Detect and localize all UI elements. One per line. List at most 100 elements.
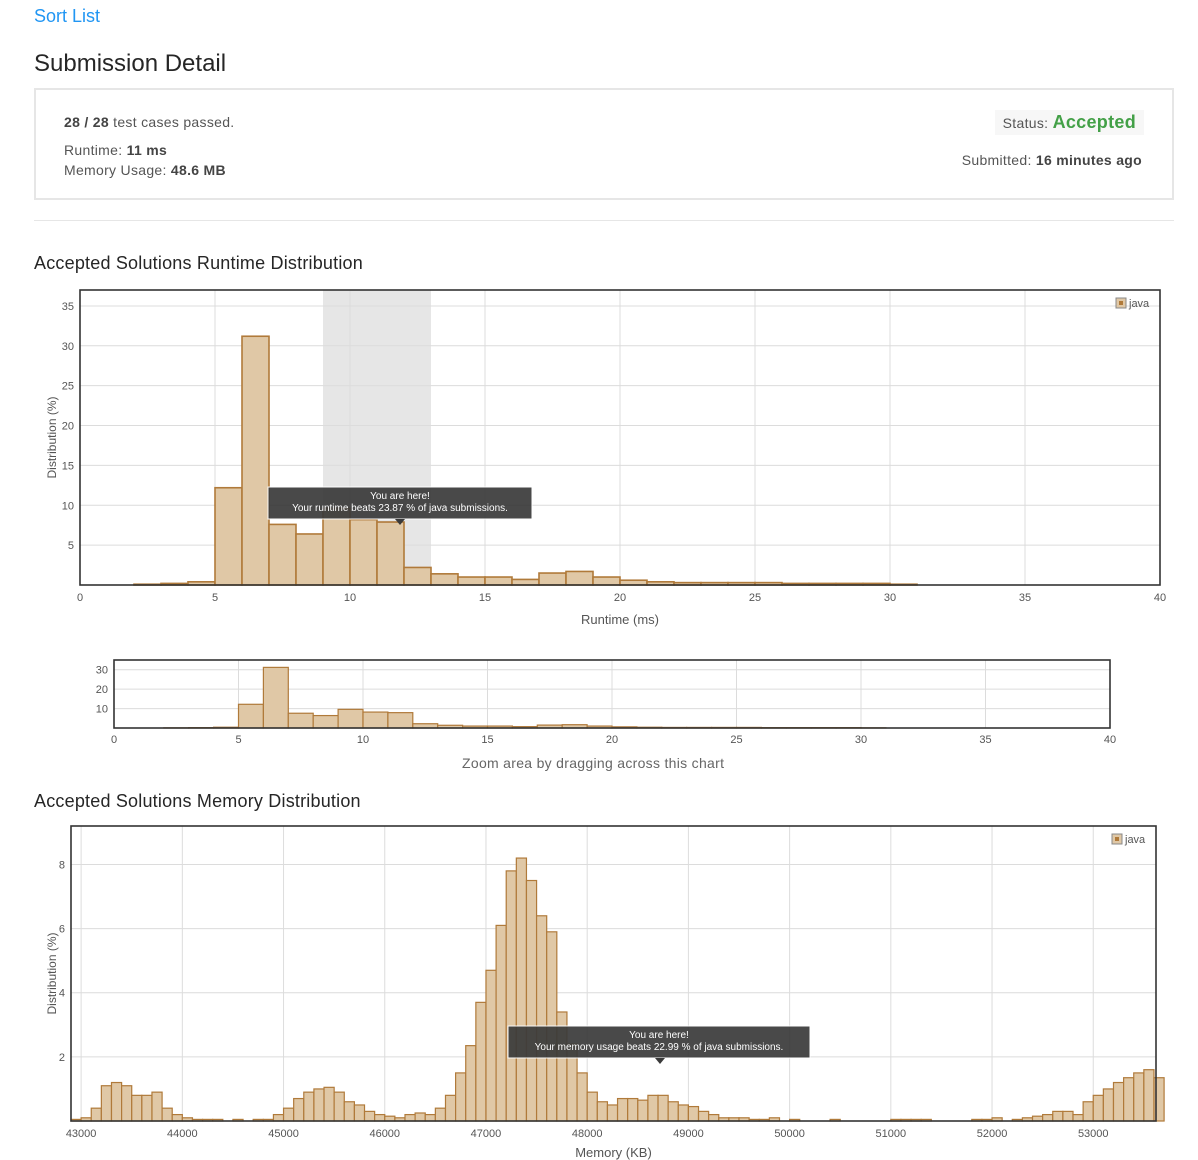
y-tick-label: 35 (62, 301, 74, 313)
histogram-bar[interactable] (312, 714, 339, 729)
histogram-bar[interactable] (637, 1099, 649, 1122)
histogram-bar[interactable] (387, 712, 414, 729)
histogram-bar[interactable] (1042, 1113, 1054, 1122)
histogram-bar[interactable] (237, 703, 264, 729)
histogram-bar[interactable] (485, 969, 497, 1122)
memory-distribution-chart[interactable]: 43000 44000 45000 46000 47000 48000 49000 50000… (0, 818, 1198, 1160)
histogram-bar[interactable] (363, 1110, 376, 1122)
histogram-bar[interactable] (495, 924, 507, 1122)
runtime-zoom-navigator-chart[interactable]: 0 5 10 15 20 25 30 35 40 10 20 30 (0, 650, 1198, 750)
page-title: Submission Detail (34, 50, 227, 77)
histogram-bar[interactable] (465, 1045, 477, 1122)
histogram-bar[interactable] (1052, 1110, 1064, 1122)
histogram-bar[interactable] (1153, 1077, 1165, 1122)
histogram-bar[interactable] (657, 1094, 669, 1122)
histogram-bar[interactable] (1112, 1081, 1125, 1122)
legend-label[interactable]: java (1124, 834, 1146, 846)
histogram-bar[interactable] (1102, 1088, 1115, 1122)
histogram-bar[interactable] (535, 915, 548, 1122)
histogram-bar[interactable] (708, 1113, 720, 1122)
histogram-bar[interactable] (538, 572, 567, 586)
histogram-bar[interactable] (151, 1091, 163, 1122)
histogram-bar[interactable] (100, 1085, 113, 1122)
histogram-bar[interactable] (596, 1101, 609, 1122)
histogram-bar[interactable] (333, 1091, 345, 1122)
histogram-bar[interactable] (1072, 1113, 1084, 1122)
y-tick-label: 6 (59, 924, 65, 936)
histogram-bar[interactable] (434, 1107, 447, 1122)
problem-link[interactable]: Sort List (34, 6, 101, 26)
histogram-bar[interactable] (376, 521, 405, 586)
histogram-bar[interactable] (1082, 1101, 1094, 1122)
status-badge: Accepted (1052, 112, 1136, 132)
histogram-bar[interactable] (322, 507, 351, 586)
histogram-bar[interactable] (121, 1085, 133, 1122)
x-tick-label: 30 (855, 734, 867, 746)
histogram-bar[interactable] (362, 711, 389, 729)
histogram-bar[interactable] (586, 1091, 598, 1122)
legend-label[interactable]: java (1128, 298, 1150, 310)
histogram-bar[interactable] (374, 1113, 386, 1122)
runtime-distribution-chart[interactable]: 0 5 10 15 20 25 30 35 40 5 10 15 20 25 30 35 Runtime (ms… (0, 280, 1198, 640)
histogram-bar[interactable] (565, 570, 594, 586)
histogram-bar[interactable] (272, 1113, 285, 1122)
histogram-bar[interactable] (313, 1088, 325, 1122)
histogram-bar[interactable] (110, 1081, 123, 1122)
histogram-bar[interactable] (592, 576, 621, 586)
histogram-bar[interactable] (1062, 1110, 1074, 1122)
zoom-hint-label: Zoom area by dragging across this chart (462, 755, 725, 771)
histogram-bar[interactable] (282, 1107, 295, 1122)
histogram-bar[interactable] (677, 1104, 689, 1122)
histogram-bar[interactable] (1123, 1077, 1135, 1122)
histogram-bar[interactable] (1092, 1094, 1104, 1122)
histogram-bar[interactable] (505, 870, 517, 1122)
histogram-bar[interactable] (697, 1110, 710, 1122)
histogram-bar[interactable] (287, 712, 314, 729)
histogram-bar[interactable] (576, 1072, 588, 1122)
histogram-bar[interactable] (647, 1094, 659, 1122)
x-axis-label: Memory (KB) (575, 1145, 652, 1160)
histogram-bar[interactable] (214, 486, 243, 586)
histogram-bar[interactable] (687, 1105, 700, 1122)
histogram-bar[interactable] (403, 566, 432, 586)
histogram-bar[interactable] (303, 1091, 315, 1122)
histogram-bar[interactable] (90, 1107, 102, 1122)
histogram-bar[interactable] (1143, 1069, 1155, 1122)
histogram-bar[interactable] (295, 533, 324, 586)
histogram-bar[interactable] (627, 1097, 639, 1122)
histogram-bar[interactable] (268, 523, 297, 586)
histogram-bar[interactable] (337, 708, 364, 729)
histogram-bar[interactable] (414, 1112, 426, 1122)
histogram-bar[interactable] (141, 1094, 153, 1122)
histogram-bar[interactable] (323, 1086, 335, 1122)
x-axis-label: Runtime (ms) (581, 612, 659, 627)
histogram-bar[interactable] (349, 518, 378, 586)
histogram-bar[interactable] (455, 1072, 467, 1122)
histogram-bar[interactable] (131, 1094, 143, 1122)
x-tick-label: 45000 (268, 1128, 299, 1140)
histogram-bar[interactable] (484, 576, 513, 586)
histogram-bar[interactable] (475, 1001, 487, 1122)
y-axis-label: Distribution (%) (45, 932, 59, 1014)
histogram-bar[interactable] (667, 1101, 679, 1122)
histogram-bar[interactable] (1133, 1072, 1145, 1122)
histogram-bar[interactable] (606, 1104, 619, 1122)
histogram-bar[interactable] (171, 1113, 183, 1122)
histogram-bar[interactable] (515, 857, 528, 1122)
histogram-bar[interactable] (161, 1107, 173, 1122)
histogram-bar[interactable] (444, 1094, 457, 1122)
histogram-bar[interactable] (293, 1097, 305, 1122)
x-tick-label: 0 (77, 592, 83, 604)
histogram-bar[interactable] (457, 576, 486, 586)
histogram-bar[interactable] (424, 1113, 436, 1122)
histogram-bar[interactable] (511, 578, 540, 586)
histogram-bar[interactable] (616, 1097, 629, 1122)
histogram-bar[interactable] (525, 879, 538, 1122)
histogram-bar[interactable] (262, 666, 289, 729)
histogram-bar[interactable] (404, 1113, 416, 1122)
submitted-stat: Submitted: 16 minutes ago (962, 152, 1142, 168)
histogram-bar[interactable] (353, 1104, 366, 1122)
histogram-bar[interactable] (343, 1101, 355, 1122)
histogram-bar[interactable] (430, 573, 459, 586)
histogram-bar[interactable] (241, 335, 270, 586)
